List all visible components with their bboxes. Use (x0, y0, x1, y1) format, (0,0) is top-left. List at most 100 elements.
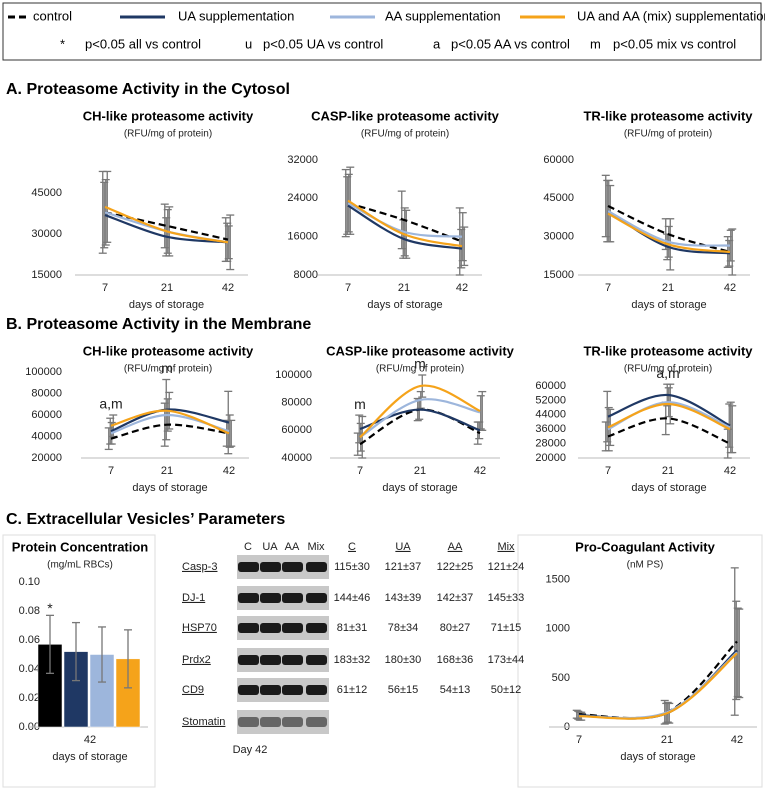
chart-title: TR-like proteasome activity (583, 343, 753, 358)
blot-band (282, 623, 303, 633)
x-tick-label: 7 (108, 465, 114, 477)
legend-symbol: m (590, 36, 601, 51)
y-tick-label: 0.10 (19, 576, 40, 588)
cell: 143±39 (385, 592, 422, 604)
series-line (104, 214, 229, 244)
x-tick-label: 42 (456, 282, 468, 294)
y-tick-label: 60000 (281, 424, 312, 436)
chart-title: Pro-Coagulant Activity (575, 539, 715, 554)
chart-title: CH-like proteasome activity (83, 108, 254, 123)
series-line (347, 199, 463, 248)
y-tick-label: 24000 (287, 192, 318, 204)
x-tick-label: 21 (662, 465, 674, 477)
chart-title: TR-like proteasome activity (583, 108, 753, 123)
legend-label: UA supplementation (178, 8, 294, 23)
x-tick-label: 7 (605, 465, 611, 477)
annotation: m (354, 396, 366, 412)
x-axis-label: days of storage (631, 299, 706, 311)
cell: 145±33 (488, 592, 525, 604)
y-tick-label: 80000 (281, 397, 312, 409)
y-tick-label: 44000 (535, 409, 566, 421)
blot-band (282, 593, 303, 603)
chart-subtitle: (mg/mL RBCs) (47, 560, 113, 571)
x-tick-label: 7 (102, 282, 108, 294)
series-line (578, 649, 738, 720)
y-tick-label: 28000 (535, 438, 566, 450)
legend-symbol: a (433, 36, 441, 51)
x-tick-label: 21 (161, 465, 173, 477)
row-label: Casp-3 (182, 561, 217, 573)
cell: 80±27 (440, 622, 471, 634)
cell: 180±30 (385, 654, 422, 666)
cell: 56±15 (388, 684, 419, 696)
cell: 61±12 (337, 684, 368, 696)
lane-label: C (244, 541, 252, 553)
chart-title: CASP-like proteasome activity (311, 108, 500, 123)
x-axis-label: days of storage (620, 751, 695, 763)
blot-band (282, 717, 303, 727)
chart-subtitle: (RFU/mg of protein) (376, 364, 464, 375)
blot-band (306, 655, 327, 665)
chart-subtitle: (RFU/mg of protein) (124, 364, 212, 375)
x-tick-label: 7 (345, 282, 351, 294)
series-line (578, 652, 738, 720)
column-header: UA (395, 541, 411, 553)
series-line (104, 205, 229, 244)
series-line (578, 640, 738, 720)
x-tick-label: 21 (414, 465, 426, 477)
y-tick-label: 60000 (31, 409, 62, 421)
y-tick-label: 8000 (294, 269, 318, 281)
series-line (347, 204, 463, 250)
series-line (104, 211, 229, 241)
blot-band (238, 685, 259, 695)
chart-title: CASP-like proteasome activity (326, 343, 515, 358)
y-tick-label: 40000 (281, 452, 312, 464)
legend-symbol-text: p<0.05 mix vs control (613, 36, 736, 51)
blot-band (260, 562, 281, 572)
x-tick-label: 21 (398, 282, 410, 294)
series-line (359, 398, 481, 439)
legend-symbol-text: p<0.05 UA vs control (263, 36, 383, 51)
section-title: A. Proteasome Activity in the Cytosol (6, 81, 290, 98)
series-line (607, 417, 731, 445)
column-header: C (348, 541, 356, 553)
blot-band (238, 623, 259, 633)
blot-band (238, 717, 259, 727)
y-tick-label: 40000 (31, 430, 62, 442)
blot-band (282, 655, 303, 665)
table-footer: Day 42 (233, 744, 268, 756)
blot-band (306, 717, 327, 727)
series-line (110, 409, 230, 435)
series-line (607, 210, 731, 247)
y-tick-label: 45000 (543, 192, 574, 204)
column-header: Mix (497, 541, 515, 553)
x-tick-label: 7 (357, 465, 363, 477)
cell: 173±44 (488, 654, 525, 666)
lane-label: UA (262, 541, 278, 553)
blot-band (260, 655, 281, 665)
y-tick-label: 0.02 (19, 692, 40, 704)
row-label: Prdx2 (182, 654, 211, 666)
y-tick-label: 0.04 (19, 663, 40, 675)
series-line (607, 212, 731, 254)
cell: 115±30 (334, 561, 370, 573)
row-label: CD9 (182, 684, 204, 696)
series-line (607, 402, 731, 431)
x-axis-label: days of storage (132, 482, 207, 494)
cell: 78±34 (388, 622, 419, 634)
y-tick-label: 16000 (287, 231, 318, 243)
y-tick-label: 0.06 (19, 634, 40, 646)
chart-subtitle: (RFU/mg of protein) (624, 129, 712, 140)
cell: 54±13 (440, 684, 471, 696)
y-tick-label: 100000 (275, 369, 312, 381)
blot-band (238, 655, 259, 665)
section-title: B. Proteasome Activity in the Membrane (6, 316, 311, 333)
blot-band (306, 685, 327, 695)
blot-band (260, 685, 281, 695)
y-tick-label: 1500 (546, 574, 570, 586)
annotation: m (414, 356, 426, 372)
x-tick-label: 21 (662, 282, 674, 294)
blot-band (306, 562, 327, 572)
chart-title: CH-like proteasome activity (83, 343, 254, 358)
